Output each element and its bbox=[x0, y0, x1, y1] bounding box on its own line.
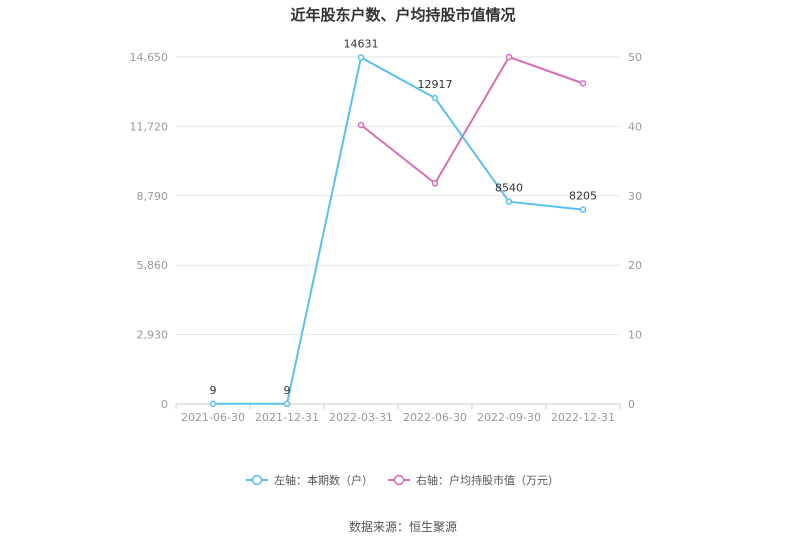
data-label: 9 bbox=[210, 384, 217, 397]
legend-item-right[interactable]: 右轴：户均持股市值（万元） bbox=[388, 473, 559, 487]
right-tick-label: 30 bbox=[628, 190, 642, 203]
data-point bbox=[579, 206, 587, 213]
series-left: 9 9 14631 12917 8540 8205 bbox=[209, 37, 597, 408]
left-tick-label: 0 bbox=[161, 398, 168, 411]
data-label: 8540 bbox=[495, 182, 523, 195]
data-point bbox=[431, 94, 439, 102]
data-label: 14631 bbox=[344, 37, 379, 50]
series-layer: 9 9 14631 12917 8540 8205 bbox=[209, 37, 597, 408]
right-tick-label: 20 bbox=[628, 259, 642, 272]
x-tick-label: 2022-12-31 bbox=[551, 411, 615, 424]
data-label: 9 bbox=[284, 384, 291, 397]
right-tick-label: 40 bbox=[628, 120, 642, 133]
data-point bbox=[283, 400, 291, 408]
chart-title: 近年股东户数、户均持股市值情况 bbox=[290, 6, 515, 24]
data-label: 12917 bbox=[418, 78, 453, 91]
left-tick-label: 14,650 bbox=[130, 51, 169, 64]
series-right bbox=[357, 53, 587, 187]
left-tick-label: 5,860 bbox=[137, 259, 169, 272]
legend-marker bbox=[251, 474, 263, 486]
right-tick-label: 50 bbox=[628, 51, 642, 64]
data-label: 8205 bbox=[569, 190, 597, 203]
data-source: 数据来源：恒生聚源 bbox=[349, 519, 457, 534]
legend-marker bbox=[393, 474, 405, 486]
right-axis-ticks: 0 10 20 30 40 50 bbox=[628, 51, 642, 411]
legend-label: 左轴：本期数（户） bbox=[274, 473, 373, 487]
legend-label: 右轴：户均持股市值（万元） bbox=[416, 473, 559, 487]
x-tick-label: 2022-06-30 bbox=[403, 411, 467, 424]
gridlines bbox=[176, 56, 620, 405]
x-tick-label: 2021-12-31 bbox=[255, 411, 319, 424]
data-point bbox=[209, 400, 217, 408]
left-tick-label: 2,930 bbox=[137, 329, 169, 342]
data-point bbox=[505, 53, 513, 61]
left-axis-ticks: 0 2,930 5,860 8,790 11,720 14,650 bbox=[130, 51, 169, 411]
data-point bbox=[357, 121, 365, 129]
legend-item-left[interactable]: 左轴：本期数（户） bbox=[246, 473, 373, 487]
right-tick-label: 0 bbox=[628, 398, 635, 411]
x-axis-ticks: 2021-06-30 2021-12-31 2022-03-31 2022-06-30… bbox=[175, 404, 621, 424]
data-point bbox=[579, 80, 587, 87]
legend[interactable]: 左轴：本期数（户） 右轴：户均持股市值（万元） bbox=[246, 473, 559, 487]
data-point bbox=[505, 198, 513, 205]
x-tick-label: 2021-06-30 bbox=[181, 411, 245, 424]
x-tick-label: 2022-03-31 bbox=[329, 411, 393, 424]
left-tick-label: 11,720 bbox=[130, 120, 169, 133]
data-point bbox=[357, 54, 365, 61]
left-tick-label: 8,790 bbox=[137, 190, 169, 203]
series-line bbox=[213, 55, 584, 405]
x-tick-label: 2022-09-30 bbox=[477, 411, 541, 424]
right-tick-label: 10 bbox=[628, 329, 642, 342]
data-point bbox=[431, 180, 439, 187]
series-line bbox=[360, 55, 584, 185]
